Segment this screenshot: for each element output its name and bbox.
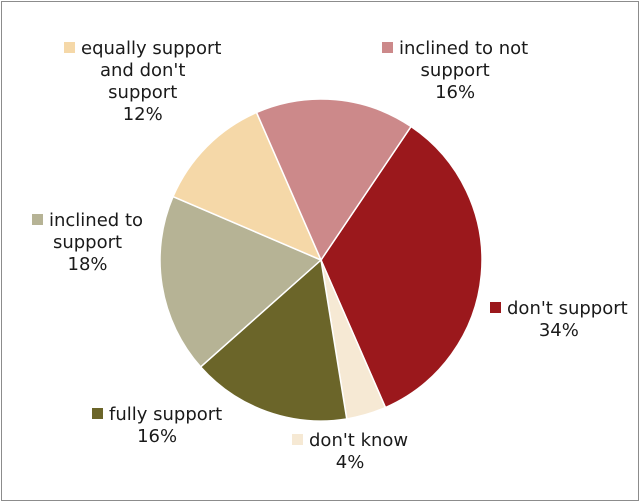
legend-swatch-inclined-to-not-support [382,42,393,53]
legend-swatch-fully-support [92,408,103,419]
label-inclined-to-not-support: inclined to not support 16% [382,38,528,104]
label-line: equally support [81,38,222,59]
pie-slice-equally-support [172,111,323,262]
label-line: don't support [507,298,628,319]
label-line: support [52,232,123,253]
label-fully-support: fully support 16% [92,404,222,448]
label-line: inclined to [49,210,144,231]
label-dont-know: don't know 4% [292,430,408,474]
label-line: inclined to not [399,38,529,59]
pct-label: 12% [122,104,163,125]
pie-slice-inclined-to-not-support [255,98,413,262]
label-line: and don't [99,60,186,81]
label-line: support [108,82,178,103]
pct-label: 18% [67,254,108,275]
label-dont-support: don't support 34% [490,298,628,342]
label-line: support [420,60,490,81]
pct-label: 34% [538,320,579,341]
pct-label: 16% [137,426,178,447]
label-line: don't know [309,430,409,451]
label-inclined-to-support: inclined to support 18% [32,210,143,276]
legend-swatch-inclined-to-support [32,214,43,225]
legend-swatch-equally-support [64,42,75,53]
legend-swatch-dont-know [292,434,303,445]
pie-slice-dont-support [320,125,483,409]
legend-swatch-dont-support [490,302,501,313]
pct-label: 4% [335,452,365,473]
label-line: fully support [109,404,223,425]
pie-slice-inclined-to-support [159,195,323,368]
pie-slice-fully-support [199,258,348,422]
pct-label: 16% [435,82,476,103]
label-equally-support: equally support and don't support 12% [64,38,221,126]
